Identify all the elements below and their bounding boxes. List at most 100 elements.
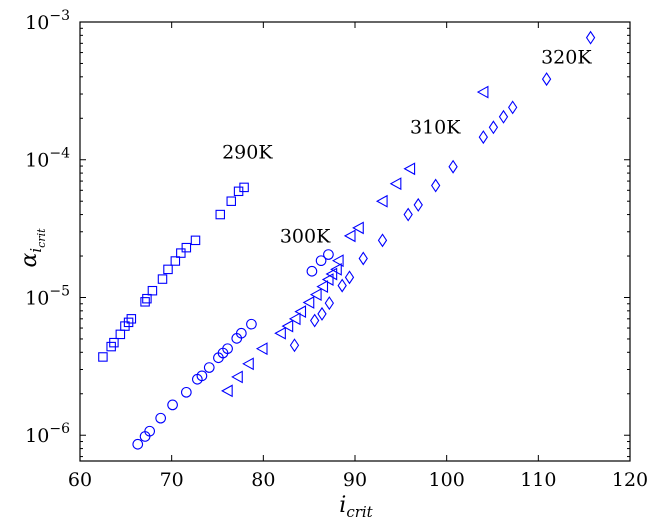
diamond-marker — [377, 233, 388, 248]
square-marker — [176, 248, 186, 258]
triangle-marker — [343, 229, 356, 243]
y-tick-label: 10−4 — [25, 146, 70, 172]
circle-marker — [196, 370, 208, 382]
diamond-marker — [337, 278, 347, 293]
y-tick-label: 10−6 — [25, 421, 70, 447]
triangle-marker — [255, 342, 268, 356]
temperature-label: 310K — [410, 117, 461, 139]
diamond-marker — [310, 313, 320, 328]
x-axis-label: icrit — [339, 493, 373, 521]
triangle-marker — [389, 177, 402, 191]
triangle-marker — [352, 221, 364, 235]
diamond-marker — [508, 100, 518, 115]
x-tick-label: 110 — [520, 469, 556, 491]
circle-marker — [132, 438, 144, 450]
triangle-marker — [316, 280, 329, 294]
triangle-marker — [321, 273, 334, 286]
temperature-label: 320K — [541, 46, 592, 68]
y-tick-exponent: −6 — [49, 421, 70, 437]
triangle-marker — [309, 288, 322, 301]
square-marker — [140, 297, 150, 307]
square-marker — [115, 329, 126, 340]
series-triangle — [221, 85, 489, 398]
diamond-marker — [317, 306, 327, 321]
series-square — [98, 182, 249, 362]
temperature-label: 300K — [280, 226, 331, 248]
circle-marker — [306, 265, 318, 277]
square-marker — [123, 317, 134, 328]
y-tick-exponent: −3 — [49, 8, 70, 24]
triangle-marker — [331, 254, 344, 268]
temperature-label: 290K — [222, 142, 273, 164]
circle-marker — [246, 318, 257, 330]
circle-marker — [222, 343, 233, 355]
y-axis-label: αicrit — [17, 228, 48, 268]
diamond-marker — [289, 338, 300, 353]
diamond-marker — [344, 270, 355, 285]
square-marker — [215, 209, 226, 220]
square-marker — [239, 182, 249, 193]
y-tick-exponent: −5 — [49, 283, 70, 299]
square-marker — [226, 196, 237, 206]
y-tick-label: 10−3 — [25, 8, 70, 34]
triangle-marker — [325, 267, 338, 281]
square-marker — [142, 293, 152, 304]
x-tick-label: 90 — [343, 469, 367, 491]
triangle-marker — [375, 194, 388, 208]
diamond-marker — [488, 120, 499, 135]
diamond-marker — [431, 178, 441, 193]
y-tick-base: 10 — [25, 425, 49, 447]
diamond-marker — [478, 130, 488, 145]
triangle-marker — [231, 370, 243, 384]
circle-marker — [155, 412, 167, 424]
square-marker — [181, 242, 192, 253]
circle-marker — [144, 425, 156, 437]
square-marker — [157, 274, 168, 284]
square-marker — [163, 264, 173, 275]
y-tick-base: 10 — [25, 12, 49, 34]
square-marker — [98, 352, 108, 362]
x-tick-label: 100 — [429, 469, 465, 491]
y-tick-exponent: −4 — [49, 146, 70, 162]
square-marker — [170, 256, 181, 266]
circle-marker — [180, 386, 192, 398]
circle-marker — [235, 327, 247, 339]
triangle-marker — [294, 305, 307, 319]
circle-marker — [203, 362, 215, 373]
square-marker — [109, 337, 119, 348]
series-circle — [132, 249, 334, 450]
x-tick-label: 80 — [251, 469, 275, 491]
square-marker — [190, 235, 201, 246]
diamond-marker — [541, 72, 552, 87]
y-tick-label: 10−5 — [25, 283, 70, 309]
triangle-marker — [221, 384, 233, 398]
diamond-marker — [358, 251, 368, 266]
x-tick-label: 70 — [160, 469, 184, 491]
circle-marker — [167, 399, 178, 411]
triangle-marker — [288, 312, 301, 326]
triangle-marker — [403, 162, 416, 176]
triangle-marker — [242, 357, 254, 371]
diamond-marker — [324, 296, 334, 311]
triangle-marker — [274, 326, 286, 340]
diamond-marker — [413, 197, 423, 212]
square-marker — [126, 314, 137, 324]
circle-marker — [315, 255, 327, 267]
circle-marker — [323, 249, 334, 260]
diamond-marker — [498, 109, 509, 124]
diamond-marker — [585, 30, 596, 45]
x-tick-label: 60 — [68, 469, 92, 491]
diamond-marker — [448, 159, 458, 174]
triangle-marker — [281, 319, 294, 333]
annotations: 290K 300K 310K 320K — [222, 46, 592, 247]
triangle-marker — [476, 85, 489, 99]
square-marker — [147, 285, 158, 296]
data-marks — [98, 30, 596, 450]
y-tick-base: 10 — [25, 150, 49, 172]
x-tick-label: 120 — [612, 469, 648, 491]
y-tick-base: 10 — [25, 287, 49, 309]
triangle-marker — [302, 296, 315, 309]
diamond-marker — [403, 207, 413, 222]
